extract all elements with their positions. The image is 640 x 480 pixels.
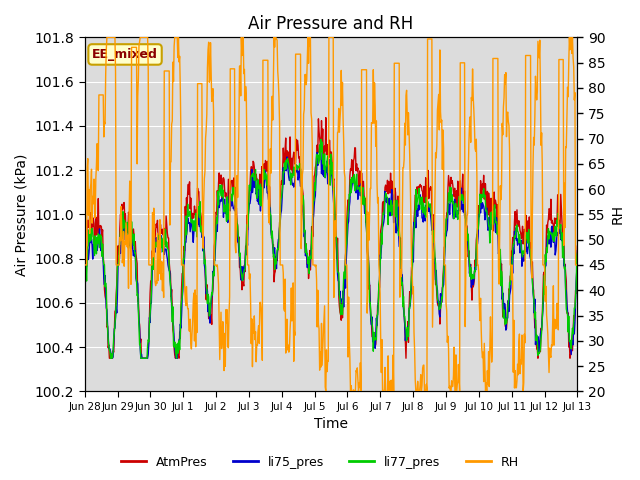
Y-axis label: RH: RH xyxy=(611,204,625,224)
Text: EE_mixed: EE_mixed xyxy=(92,48,158,61)
Title: Air Pressure and RH: Air Pressure and RH xyxy=(248,15,413,33)
Y-axis label: Air Pressure (kPa): Air Pressure (kPa) xyxy=(15,153,29,276)
X-axis label: Time: Time xyxy=(314,418,348,432)
Legend: AtmPres, li75_pres, li77_pres, RH: AtmPres, li75_pres, li77_pres, RH xyxy=(116,451,524,474)
